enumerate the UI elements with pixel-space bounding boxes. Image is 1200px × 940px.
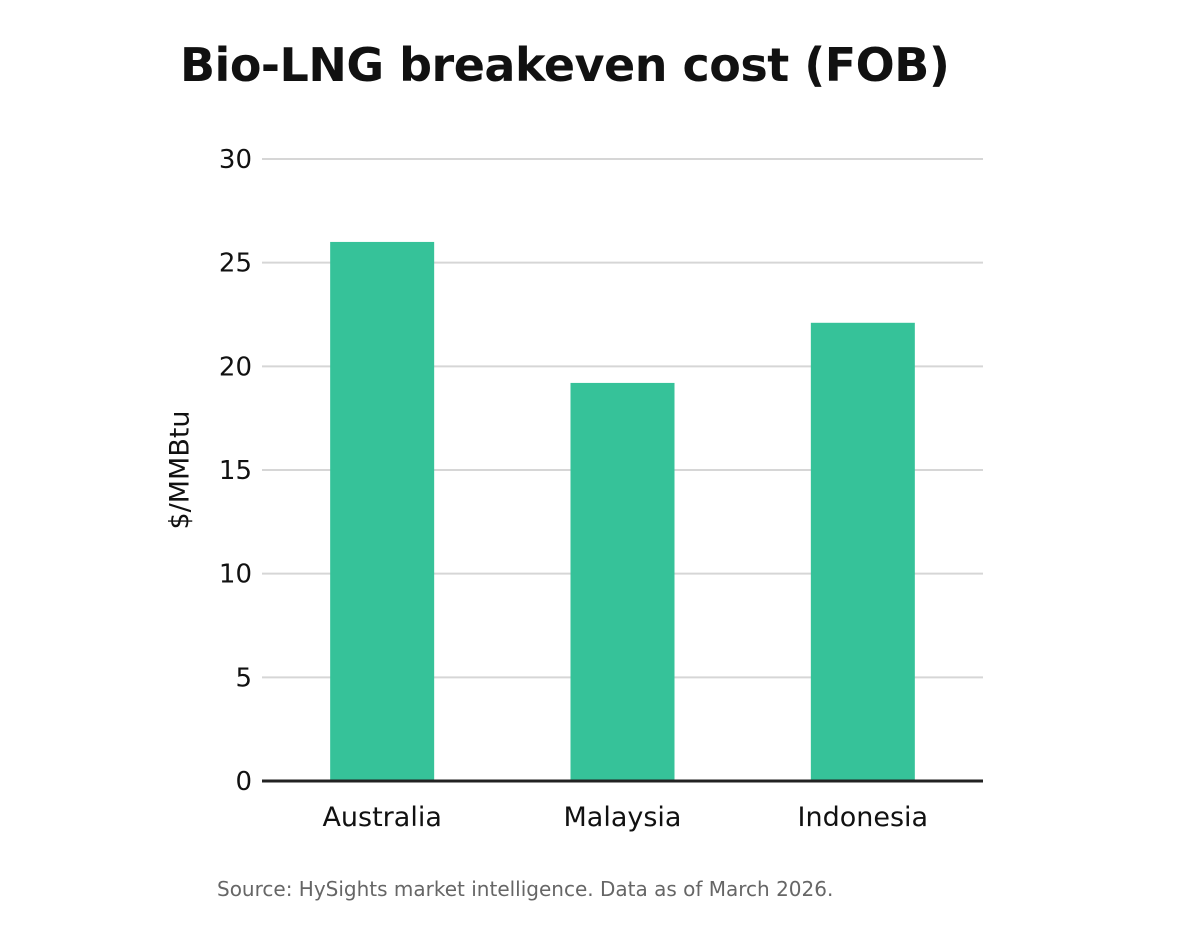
bar-indonesia bbox=[810, 322, 915, 781]
y-tick-label: 0 bbox=[235, 767, 252, 797]
y-tick-label: 15 bbox=[219, 456, 252, 486]
bars bbox=[330, 241, 915, 781]
y-tick-label: 10 bbox=[219, 560, 252, 590]
axes: 0 5 10 15 20 25 30 Australia Malaysia Indonesia bbox=[219, 145, 983, 833]
y-tick-label: 25 bbox=[219, 249, 252, 279]
y-tick-label: 5 bbox=[235, 663, 252, 693]
x-tick-label: Malaysia bbox=[564, 802, 682, 833]
x-tick-label: Indonesia bbox=[798, 802, 929, 833]
x-tick-label: Australia bbox=[322, 802, 441, 833]
chart-title: Bio-LNG breakeven cost (FOB) bbox=[180, 38, 950, 92]
bar-malaysia bbox=[570, 382, 675, 781]
bar-australia bbox=[330, 241, 435, 781]
y-tick-label: 30 bbox=[219, 145, 252, 175]
y-tick-label: 20 bbox=[219, 352, 252, 382]
source-note: Source: HySights market intelligence. Da… bbox=[217, 877, 834, 901]
